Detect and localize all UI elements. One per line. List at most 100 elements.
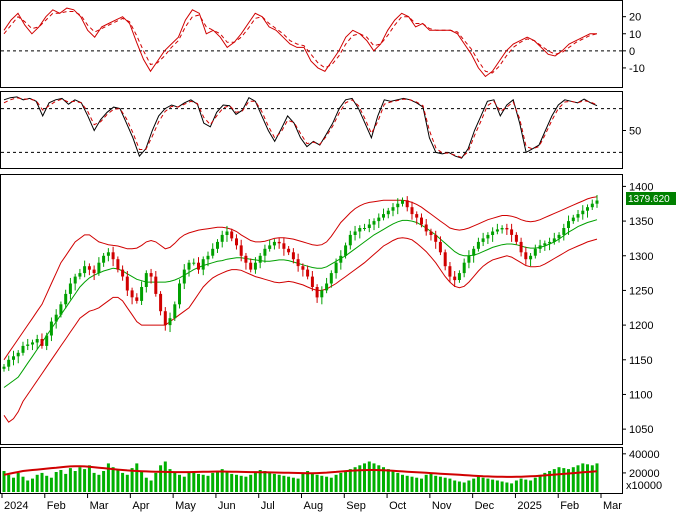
volume-bar [154, 472, 158, 492]
volume-bar [424, 474, 428, 492]
volume-bar [135, 463, 139, 492]
candle-body [510, 229, 514, 235]
candle-body [21, 345, 25, 353]
volume-bar [524, 479, 528, 492]
candle-body [491, 231, 495, 235]
volume-bar [557, 467, 561, 492]
candle-body [230, 231, 234, 239]
y-tick-label: 1300 [629, 251, 653, 263]
candle-body [538, 245, 542, 249]
volume-bar [514, 480, 518, 492]
candle-body [159, 293, 163, 312]
volume-bar [315, 474, 319, 492]
volume-bar [472, 478, 476, 492]
volume-bar [235, 474, 238, 492]
candle-body [567, 221, 570, 228]
candle-body [12, 356, 15, 360]
candle-body [125, 276, 129, 291]
volume-bar [49, 477, 53, 492]
candle-body [391, 207, 395, 211]
volume-bar [64, 473, 68, 492]
candle-body [187, 262, 191, 270]
volume-bar [443, 477, 447, 492]
volume-bar [481, 477, 485, 492]
candle-body [16, 352, 20, 357]
candle-body [420, 217, 423, 225]
x-axis: 2024 Feb Mar Apr May Jun Jul Aug Sep Oct Nov Dec 202… [1, 493, 622, 512]
candle-body [140, 287, 144, 301]
y-tick-label: 0 [629, 46, 635, 58]
y-tick-label: 1100 [629, 390, 653, 402]
volume-bar [457, 481, 461, 492]
volume-bar [415, 477, 419, 492]
volume-bar [562, 468, 566, 492]
stochastic-panel-frame [0, 91, 623, 169]
volume-bar [2, 471, 6, 492]
volume-moving-average-line [3, 465, 598, 478]
volume-bar [429, 472, 433, 492]
candle-body [268, 245, 272, 249]
volume-bar [258, 470, 262, 492]
candle-body [144, 273, 148, 287]
candle-body [410, 207, 414, 215]
volume-bar [230, 473, 234, 492]
candle-body [382, 214, 385, 218]
candle-body [225, 231, 229, 235]
volume-bar [206, 475, 210, 492]
candle-body [220, 234, 224, 242]
volume-bar [121, 472, 125, 492]
volume-bar [159, 465, 163, 492]
candle-body [344, 245, 348, 256]
volume-bar [510, 483, 514, 492]
volume-bar [291, 477, 295, 492]
candle-body [249, 262, 253, 270]
x-tick-label: Aug [304, 500, 324, 512]
y-tick-label: -10 [629, 63, 645, 75]
volume-unit-label: x10000 [626, 480, 662, 492]
bollinger-lower-band [3, 237, 598, 423]
volume-bar [182, 476, 186, 492]
candle-body [121, 269, 125, 277]
candle-body [505, 228, 509, 230]
stochastic-main-line [3, 96, 598, 159]
candle-body [49, 321, 53, 336]
candle-body [216, 241, 219, 249]
stochastic-panel: 50 [1, 96, 641, 159]
volume-bar [211, 472, 215, 492]
volume-bar [491, 479, 495, 492]
volume-bar [386, 469, 390, 492]
candle-body [576, 214, 580, 218]
candle-body [149, 273, 153, 277]
volume-bar [301, 472, 305, 492]
volume-bar [268, 472, 272, 492]
x-tick-label: May [175, 500, 196, 512]
candle-body [472, 248, 476, 256]
candle-body [557, 234, 561, 239]
candle-body [358, 228, 362, 232]
candle-body [481, 238, 485, 242]
y-tick-label: 1400 [629, 181, 653, 193]
candle-body [377, 217, 381, 222]
candle-body [353, 231, 357, 235]
candle-body [301, 266, 305, 270]
volume-bar [106, 463, 110, 492]
candle-body [87, 266, 91, 270]
x-tick-label: Jun [218, 500, 236, 512]
y-tick-label: 1250 [629, 285, 653, 297]
candle-body [192, 262, 196, 264]
volume-bar [272, 473, 276, 492]
candle-body [26, 344, 30, 346]
oscillator-signal-line [3, 11, 598, 74]
volume-bar [590, 465, 594, 492]
volume-bar [239, 475, 243, 492]
candle-body [35, 339, 39, 343]
y-tick-label: 1350 [629, 216, 653, 228]
volume-bar [12, 477, 15, 492]
volume-bar [87, 465, 91, 492]
candle-body [457, 273, 461, 280]
volume-bar [92, 472, 96, 492]
candle-body [116, 259, 120, 270]
volume-bar [495, 480, 499, 492]
volume-bar [220, 469, 224, 492]
volume-bar [263, 471, 267, 492]
